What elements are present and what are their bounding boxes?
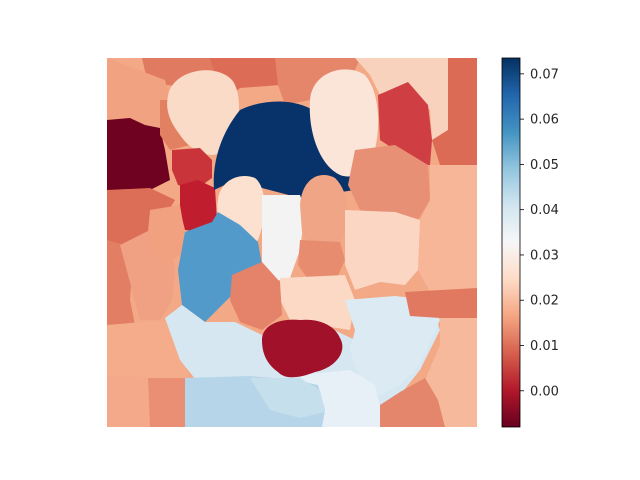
heatmap-region [180,180,217,232]
heatmap-region [107,375,150,427]
heatmap-region [178,212,262,322]
heatmap-region [425,318,477,427]
heatmap-image [107,58,477,427]
heatmap-region [262,195,305,282]
heatmap-region [418,165,477,292]
heatmap-region [167,70,240,155]
colorbar: 0.00 0.01 0.02 0.03 0.04 0.05 0.06 0.07 [501,57,559,428]
heatmap-region [107,118,170,192]
heatmap-region [148,378,190,427]
heatmap-region [405,288,477,318]
heatmap-region [230,262,282,330]
colorbar-tick-label: 0.03 [530,248,559,263]
heatmap-region [348,145,430,220]
heatmap-region [300,175,348,248]
heatmap-region [148,205,185,265]
heatmap-region [250,378,325,418]
colorbar-tick-label: 0.04 [530,203,559,218]
heatmap-region [107,320,190,380]
heatmap-region [298,240,345,282]
colorbar-tick-label: 0.01 [530,339,559,354]
heatmap-region [432,58,477,165]
heatmap-region [262,319,343,378]
heatmap-region [107,188,175,245]
heatmap-region [107,58,170,130]
heatmap-region [345,210,420,290]
colorbar-tick-label: 0.07 [530,67,559,82]
colorbar-tick-label: 0.06 [530,113,559,128]
heatmap-region [380,378,445,427]
colorbar-tick-label: 0.00 [530,384,559,399]
colorbar-gradient [501,57,521,428]
heatmap-region [172,148,212,190]
heatmap-region [280,275,355,330]
colorbar-tick-label: 0.05 [530,158,559,173]
colorbar-ticks: 0.00 0.01 0.02 0.03 0.04 0.05 0.06 0.07 [520,67,559,399]
heatmap-region [378,82,432,165]
heatmap-region [355,58,450,140]
heatmap-region [345,296,440,395]
colorbar-tick-label: 0.02 [530,294,559,309]
